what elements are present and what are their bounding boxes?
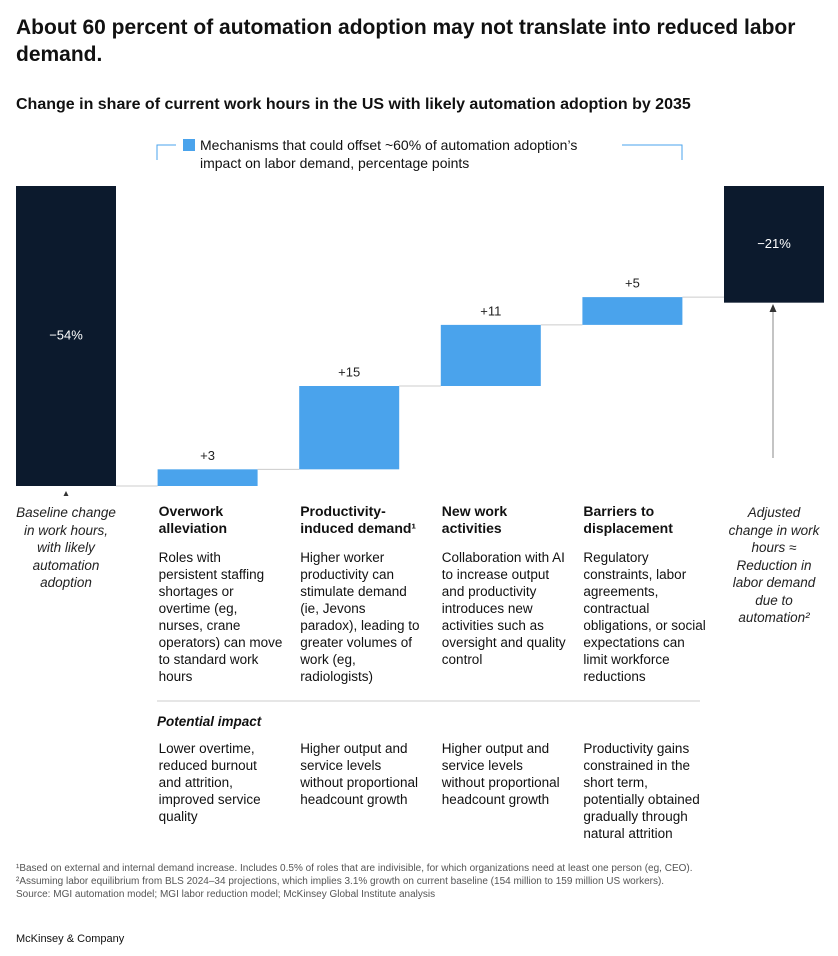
- impact-heading: Potential impact: [157, 714, 262, 729]
- legend-bracket: [156, 144, 176, 160]
- category-label: Overwork alleviation: [158, 503, 228, 536]
- description: Regulatory constraints, labor agreements…: [583, 550, 706, 684]
- category-label: Adjusted change in work hours ≈ Reductio…: [728, 505, 820, 625]
- value-label: +5: [625, 276, 640, 291]
- description: Higher worker productivity can stimulate…: [300, 550, 420, 684]
- bar: [299, 386, 400, 470]
- category-label: Barriers to displacement: [583, 503, 673, 536]
- bar: [16, 186, 116, 486]
- description: Collaboration with AI to increase output…: [441, 550, 566, 667]
- value-label: +11: [480, 303, 501, 318]
- chart-title: About 60 percent of automation adoption …: [16, 16, 796, 66]
- category-label: Productivity-induced demand¹: [300, 503, 417, 536]
- legend-swatch: [183, 139, 195, 151]
- brand: McKinsey & Company: [16, 933, 125, 945]
- value-label: −54%: [49, 327, 83, 342]
- value-label: +3: [200, 448, 215, 463]
- bar: [440, 324, 541, 386]
- description: Roles with persistent staffing shortages…: [158, 550, 283, 684]
- impact: Higher output and service levels without…: [441, 741, 560, 807]
- category-label: Baseline change in work hours, with like…: [16, 505, 116, 590]
- category-label: New work activities: [441, 503, 508, 536]
- value-label: −21%: [757, 236, 791, 251]
- legend-bracket: [622, 144, 683, 160]
- legend-text: Mechanisms that could offset ~60% of aut…: [200, 137, 578, 171]
- chart-subtitle: Change in share of current work hours in…: [16, 96, 691, 113]
- bar: [724, 186, 824, 303]
- footnote: Source: MGI automation model; MGI labor …: [16, 889, 436, 900]
- value-label: +15: [338, 364, 360, 379]
- arrowhead: [63, 491, 69, 496]
- impact: Higher output and service levels without…: [300, 741, 419, 807]
- bar: [157, 469, 258, 486]
- arrowhead: [769, 304, 777, 312]
- footnote: ¹Based on external and internal demand i…: [16, 863, 693, 874]
- impact: Lower overtime, reduced burnout and attr…: [158, 741, 261, 824]
- bar: [582, 297, 683, 325]
- impact: Productivity gains constrained in the sh…: [583, 741, 700, 841]
- footnote: ²Assuming labor equilibrium from BLS 202…: [16, 876, 665, 887]
